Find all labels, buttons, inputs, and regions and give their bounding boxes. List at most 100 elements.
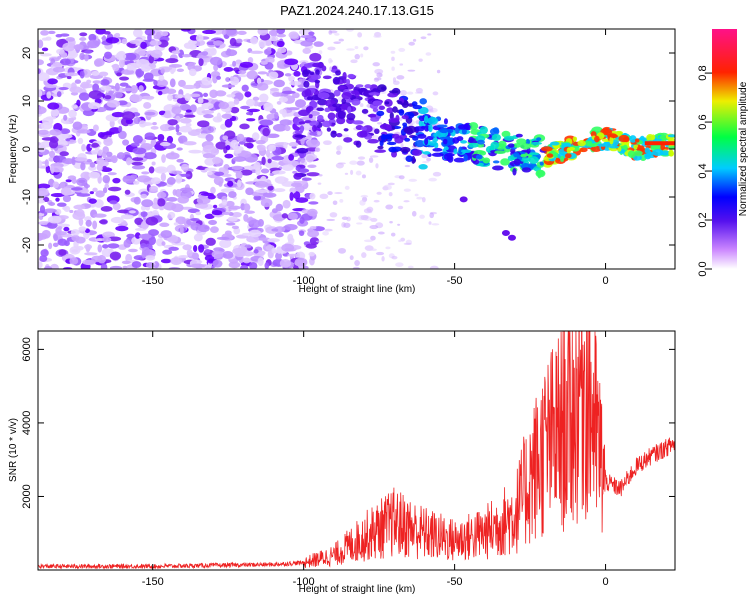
heatmap-cell (166, 177, 176, 185)
heatmap-cell (316, 131, 322, 136)
heatmap-cell (225, 49, 238, 57)
heatmap-cell (40, 249, 49, 257)
heatmap-cell (195, 211, 202, 216)
heatmap-cell (84, 172, 91, 181)
heatmap-cell (431, 223, 440, 226)
heatmap-cell (468, 122, 479, 131)
heatmap-cell (336, 145, 341, 151)
heatmap-cell (235, 170, 243, 180)
heatmap-cell (274, 111, 279, 119)
heatmap-cell (236, 133, 245, 142)
heatmap-cell (47, 102, 60, 110)
heatmap-cell (112, 202, 121, 211)
heatmap-cell (111, 111, 125, 118)
heatmap-cell (165, 152, 180, 160)
heatmap-cell (300, 40, 313, 47)
heatmap-cell (308, 251, 315, 257)
heatmap-cell (202, 29, 217, 35)
spectrogram-y-tick-label: 20 (21, 47, 33, 59)
heatmap-cell (74, 157, 88, 162)
heatmap-cell (179, 225, 184, 235)
heatmap-cell (221, 113, 233, 119)
heatmap-cell (128, 248, 138, 253)
heatmap-cell (41, 229, 51, 239)
heatmap-cell (276, 40, 285, 48)
heatmap-cell (405, 155, 413, 163)
heatmap-cell (116, 152, 126, 160)
heatmap-cell (263, 48, 272, 56)
heatmap-cell (281, 213, 289, 219)
heatmap-cell (79, 32, 88, 37)
heatmap-cell (198, 57, 204, 67)
heatmap-cell (428, 177, 438, 182)
heatmap-cell (136, 175, 151, 183)
heatmap-cell (144, 111, 156, 116)
heatmap-cell (160, 31, 169, 37)
heatmap-cell (265, 149, 271, 158)
heatmap-cell (52, 181, 60, 189)
heatmap-cell (267, 158, 272, 164)
heatmap-cell (171, 106, 182, 115)
heatmap-cell (376, 110, 385, 117)
colorbar-gradient (712, 29, 737, 269)
heatmap-cell (634, 138, 640, 143)
heatmap-cell (205, 237, 216, 246)
heatmap-cell (226, 101, 236, 108)
heatmap-cell (82, 109, 95, 117)
heatmap-cell (150, 125, 159, 130)
heatmap-cell (384, 101, 390, 105)
heatmap-cell (157, 133, 165, 142)
heatmap-cell (168, 246, 179, 251)
heatmap-cell (84, 204, 92, 208)
heatmap-cell (281, 243, 295, 252)
heatmap-cell (189, 104, 197, 113)
heatmap-cell (427, 33, 432, 36)
heatmap-cell (253, 195, 262, 201)
heatmap-cell (120, 214, 134, 220)
heatmap-cell (106, 151, 113, 157)
heatmap-cell (276, 246, 283, 254)
heatmap-cell (412, 135, 419, 141)
heatmap-cell (112, 177, 121, 184)
heatmap-cell (360, 126, 367, 131)
heatmap-cell (190, 263, 205, 269)
heatmap-cell (129, 60, 134, 64)
heatmap-cell (609, 134, 619, 138)
heatmap-cell (38, 183, 51, 189)
heatmap-cell (151, 210, 159, 217)
heatmap-cell (86, 159, 93, 163)
heatmap-cell (46, 91, 52, 99)
heatmap-cell (513, 158, 521, 166)
heatmap-cell (49, 129, 62, 136)
heatmap-cell (265, 133, 280, 138)
heatmap-cell (419, 214, 425, 219)
heatmap-cell (245, 137, 252, 143)
heatmap-cell (627, 150, 636, 159)
heatmap-cell (298, 230, 305, 236)
spectrogram-x-tick-label: -50 (447, 275, 463, 287)
heatmap-cell (271, 155, 284, 161)
heatmap-cell (183, 114, 196, 118)
heatmap-cell (312, 124, 318, 132)
heatmap-cell (453, 157, 466, 163)
heatmap-cell (461, 128, 467, 135)
snr-series-line (38, 331, 675, 570)
heatmap-cell (79, 70, 85, 79)
colorbar-ticks: 0.0 0.2 0.4 0.6 0.8 (697, 65, 712, 277)
heatmap-cell (294, 257, 308, 267)
heatmap-cell (256, 77, 262, 85)
heatmap-cell (256, 144, 266, 152)
heatmap-cell (369, 224, 379, 230)
heatmap-cell (76, 192, 91, 197)
heatmap-cell (379, 140, 384, 147)
heatmap-cell (44, 266, 53, 269)
heatmap-cell (404, 137, 411, 142)
heatmap-cell (172, 189, 178, 196)
heatmap-cell (97, 149, 103, 156)
heatmap-cell (342, 71, 347, 80)
heatmap-cell (550, 141, 560, 146)
heatmap-cell (426, 157, 431, 162)
heatmap-cell (135, 68, 145, 78)
heatmap-cell (84, 184, 90, 189)
heatmap-cell (203, 92, 209, 98)
